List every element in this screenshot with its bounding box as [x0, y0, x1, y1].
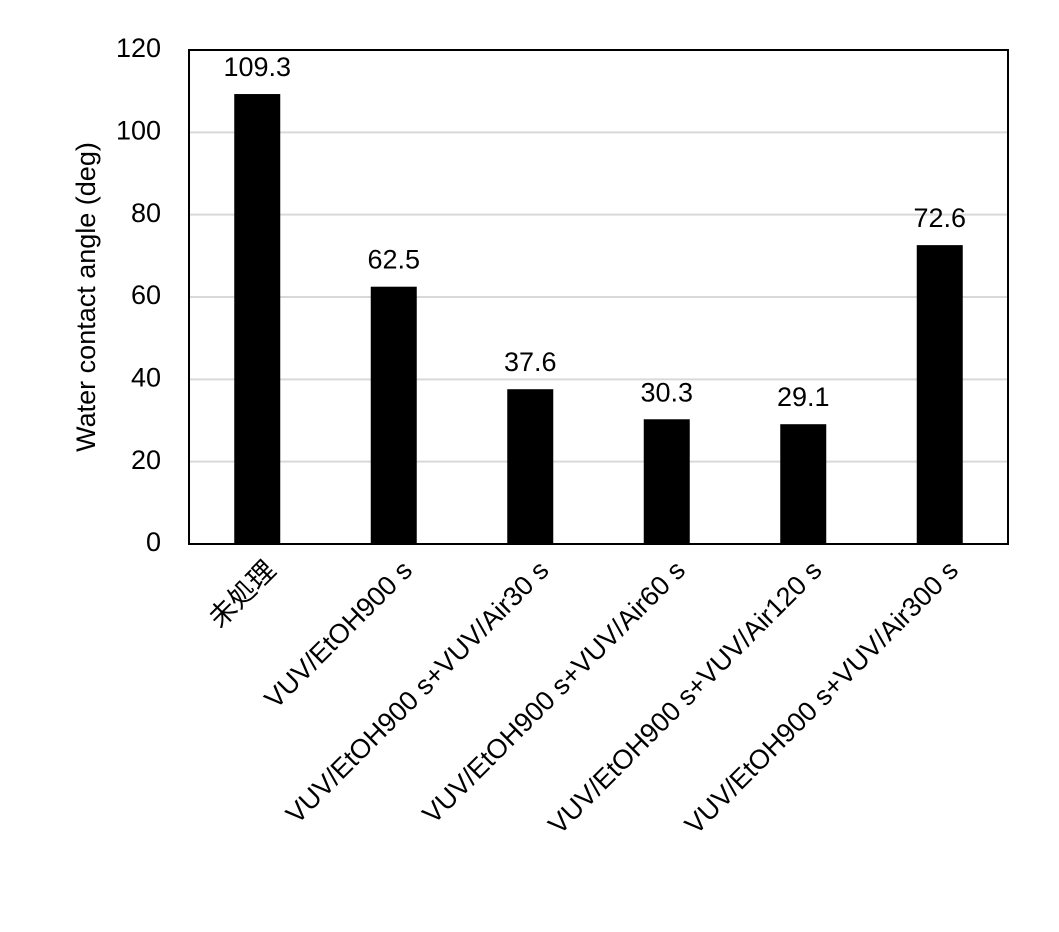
x-tick-label: VUV/EtOH900 s+VUV/Air30 s — [280, 555, 554, 829]
bar — [507, 389, 554, 544]
value-label: 72.6 — [913, 203, 966, 233]
plot-frame — [188, 49, 1009, 545]
bar — [643, 419, 690, 544]
bar — [780, 424, 827, 544]
y-tick-label: 20 — [131, 445, 161, 475]
value-label: 62.5 — [367, 245, 420, 275]
y-tick-label: 40 — [131, 362, 161, 392]
x-tick-label: VUV/EtOH900 s+VUV/Air120 s — [543, 555, 828, 840]
bar — [234, 94, 281, 544]
y-tick-label: 80 — [131, 198, 161, 228]
y-tick-label: 60 — [131, 280, 161, 310]
x-tick-label: 未処理 — [203, 555, 281, 633]
x-tick-label: VUV/EtOH900 s — [259, 555, 418, 714]
value-label: 109.3 — [223, 52, 291, 82]
y-tick-label: 0 — [146, 527, 161, 557]
y-tick-label: 120 — [116, 33, 161, 63]
bar — [916, 245, 963, 544]
value-label: 30.3 — [640, 377, 693, 407]
y-tick-label: 100 — [116, 115, 161, 145]
value-label: 29.1 — [777, 382, 830, 412]
y-axis-title: Water contact angle (deg) — [71, 142, 101, 452]
x-tick-label: VUV/EtOH900 s+VUV/Air60 s — [417, 555, 691, 829]
x-tick-label: VUV/EtOH900 s+VUV/Air300 s — [679, 555, 964, 840]
bar — [370, 286, 417, 544]
value-label: 37.6 — [504, 347, 557, 377]
